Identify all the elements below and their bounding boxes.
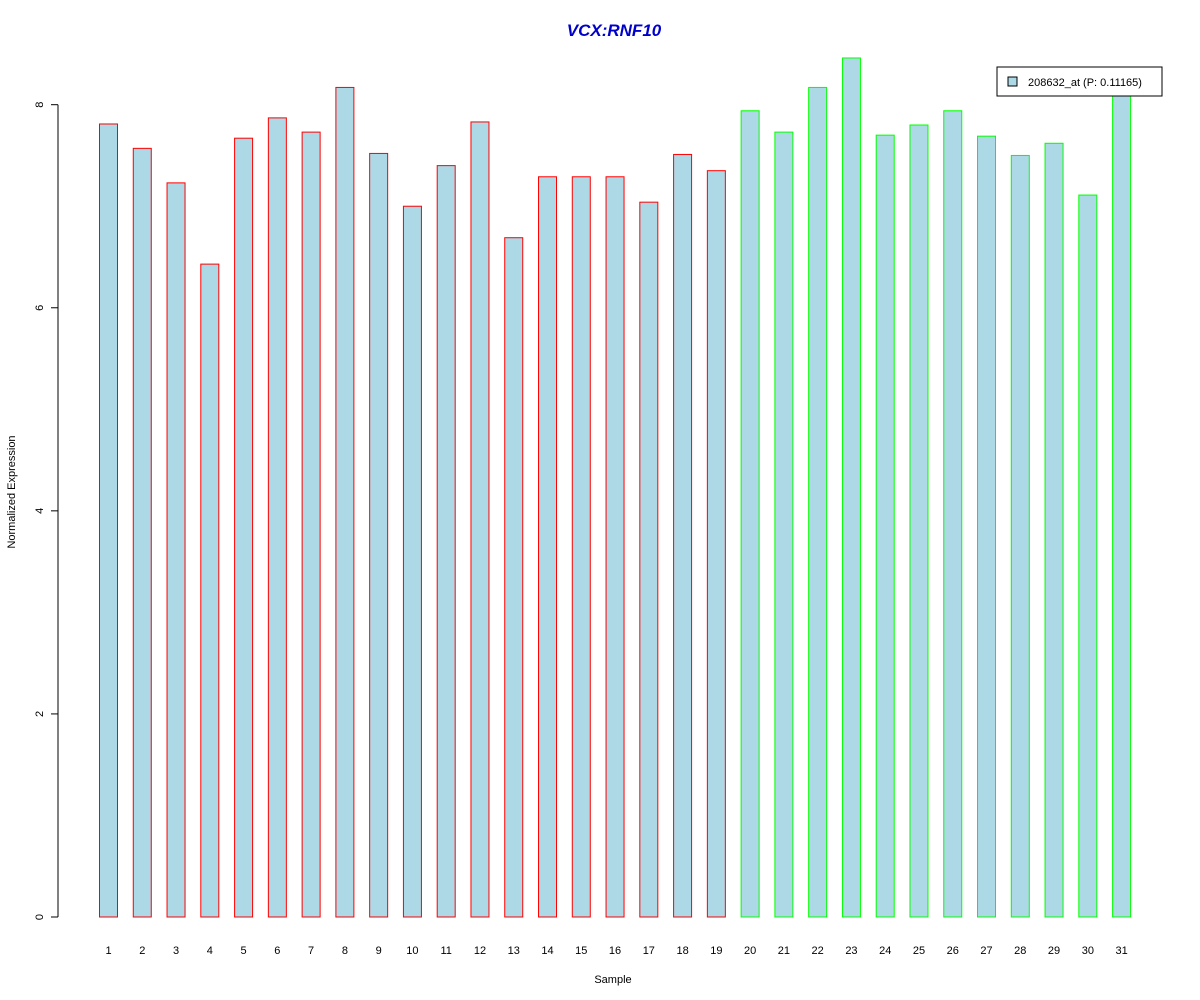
x-axis-tick-label: 6	[274, 945, 280, 957]
x-axis-tick-label: 19	[710, 945, 722, 957]
bar-sample-10	[402, 205, 422, 918]
bar-sample-5	[234, 137, 254, 918]
x-axis-tick-label: 11	[440, 945, 451, 957]
bar-sample-17	[639, 201, 659, 918]
chart-title: VCX:RNF10	[567, 21, 662, 40]
x-axis-tick-label: 21	[778, 945, 790, 957]
bar-sample-18	[673, 153, 693, 918]
bar-sample-22	[808, 86, 828, 918]
x-axis-tick-label: 8	[342, 945, 348, 957]
x-axis-tick-label: 23	[845, 945, 857, 957]
x-axis-tick-label: 1	[105, 945, 111, 957]
x-axis-tick-label: 3	[173, 945, 179, 957]
legend-entry-label: 208632_at (P: 0.11165)	[1028, 77, 1142, 89]
x-axis-tick-label: 17	[643, 945, 655, 957]
bars-group	[99, 57, 1132, 918]
x-axis-tick-label: 29	[1048, 945, 1060, 957]
bar-sample-15	[571, 176, 591, 918]
x-axis-tick-label: 24	[879, 945, 891, 957]
x-axis-tick-label: 26	[947, 945, 959, 957]
x-axis-tick-label: 18	[676, 945, 688, 957]
bar-sample-21	[774, 131, 794, 918]
x-axis-tick-label: 10	[406, 945, 418, 957]
x-axis-tick-label: 2	[139, 945, 145, 957]
x-axis-tick-label: 4	[207, 945, 213, 957]
legend-box	[996, 66, 1163, 97]
bar-sample-19	[706, 170, 726, 918]
x-axis-tick-label: 14	[541, 945, 553, 957]
x-axis-tick-label: 7	[308, 945, 314, 957]
bar-sample-9	[369, 152, 389, 918]
x-axis-tick-label: 15	[575, 945, 587, 957]
x-axis-tick-label: 20	[744, 945, 756, 957]
bar-sample-24	[875, 134, 895, 918]
x-axis-tick-label: 28	[1014, 945, 1026, 957]
y-axis-label: Normalized Expression	[6, 435, 18, 548]
x-axis-tick-label: 27	[980, 945, 992, 957]
bar-sample-6	[267, 117, 287, 918]
bar-sample-16	[605, 176, 625, 918]
x-axis-tick-label: 30	[1082, 945, 1094, 957]
bar-sample-4	[200, 263, 220, 918]
legend: 208632_at (P: 0.11165)	[996, 66, 1163, 97]
bar-sample-13	[504, 237, 524, 918]
x-axis-tick-label: 22	[812, 945, 824, 957]
x-axis-tick-label: 5	[241, 945, 247, 957]
bar-sample-11	[436, 165, 456, 918]
bar-sample-20	[740, 110, 760, 918]
y-axis-tick-label: 6	[34, 305, 46, 311]
bar-sample-8	[335, 86, 355, 918]
x-axis-label: Sample	[594, 974, 631, 986]
x-axis-tick-labels: 1 2 3 4 5 6 7 8 9 10 11 12 13 14 15 16 17 18 19 20 21 22 23 24 2…	[105, 945, 1127, 957]
bar-sample-1	[99, 123, 118, 918]
bar-sample-26	[943, 110, 963, 918]
bar-sample-2	[132, 147, 152, 918]
bar-sample-27	[977, 135, 997, 918]
bar-sample-12	[470, 121, 490, 918]
x-axis-tick-label: 13	[508, 945, 520, 957]
bar-sample-7	[301, 131, 321, 918]
bar-sample-14	[538, 176, 558, 918]
bar-sample-28	[1010, 154, 1030, 918]
bar-sample-3	[166, 182, 186, 918]
legend-swatch	[1007, 76, 1018, 87]
y-axis-tick-label: 2	[34, 711, 46, 717]
y-axis-tick-label: 4	[34, 508, 46, 514]
x-axis-tick-label: 25	[913, 945, 925, 957]
bar-sample-23	[841, 57, 861, 918]
bar-sample-30	[1078, 194, 1098, 918]
x-axis-tick-label: 16	[609, 945, 621, 957]
y-axis: 0 2 4 6 8	[34, 102, 59, 920]
y-axis-tick-label: 0	[34, 914, 46, 920]
x-axis-tick-label: 9	[376, 945, 382, 957]
bar-sample-25	[909, 124, 929, 918]
bar-sample-29	[1044, 142, 1064, 918]
bar-sample-31	[1112, 94, 1132, 918]
x-axis-tick-label: 12	[474, 945, 486, 957]
y-axis-tick-label: 8	[34, 102, 46, 108]
x-axis-tick-label: 31	[1115, 945, 1127, 957]
